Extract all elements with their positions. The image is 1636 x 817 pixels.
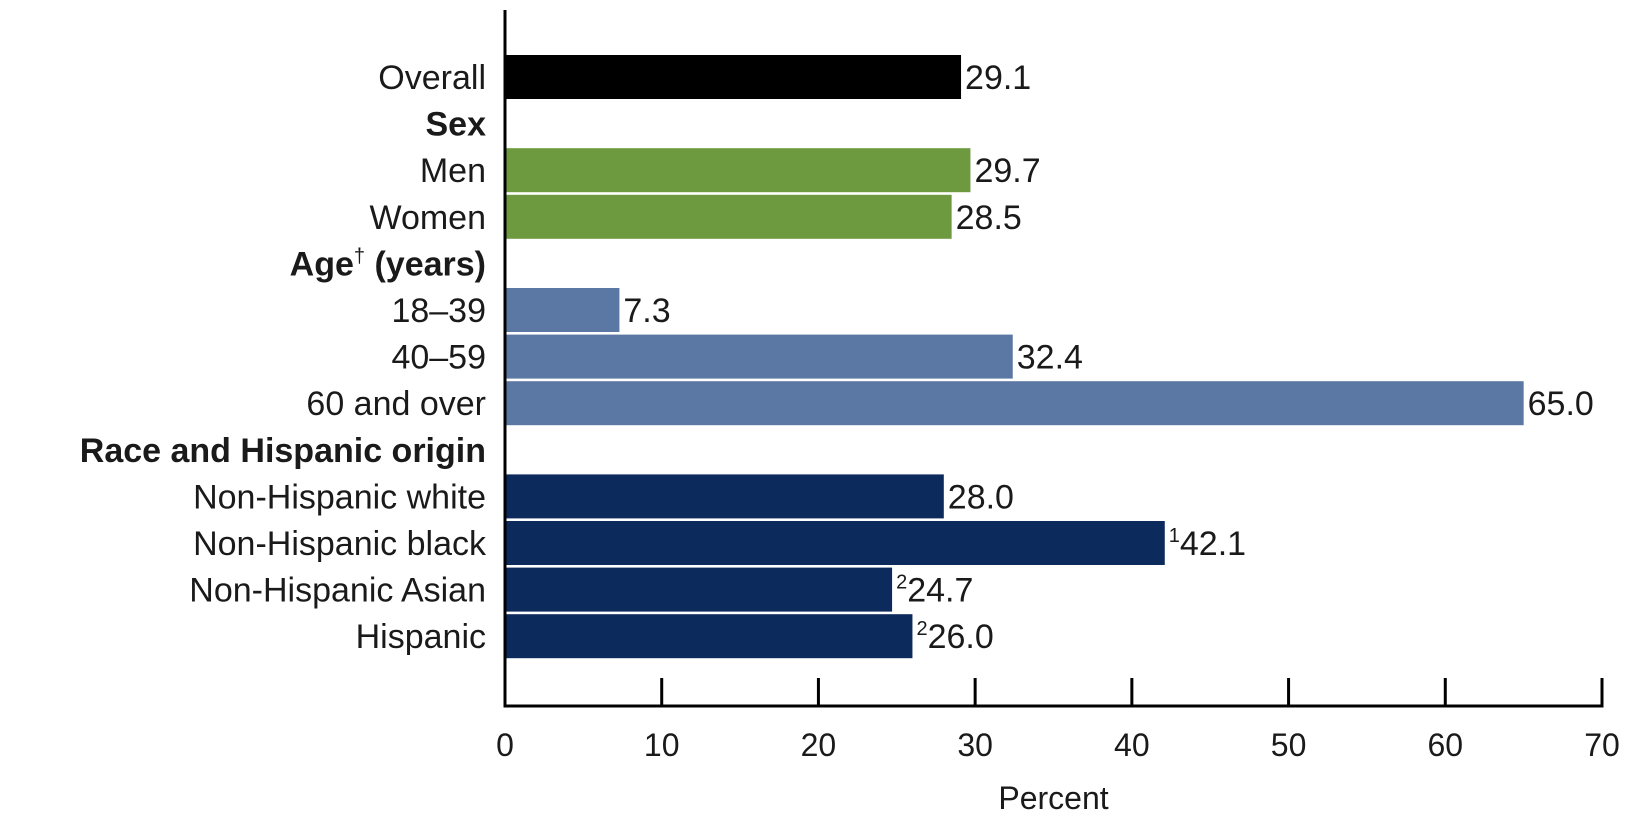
- data-label: 29.1: [965, 59, 1031, 97]
- data-label-value: 24.7: [907, 572, 973, 610]
- bar: [505, 334, 1013, 379]
- group-header: Sex: [426, 106, 487, 144]
- data-label-marker: 1: [1169, 525, 1180, 547]
- category-label: Overall: [378, 59, 486, 97]
- x-tick-label: 70: [1584, 727, 1620, 763]
- x-ticks: 0 10 20 30 40 50 60 70: [496, 678, 1620, 763]
- data-label-value: 29.7: [974, 152, 1040, 190]
- group-header-label: Sex: [426, 106, 487, 144]
- data-label: 7.3: [623, 292, 670, 330]
- bar: [505, 381, 1524, 426]
- x-tick-label: 0: [496, 727, 514, 763]
- category-label: 60 and over: [306, 385, 486, 423]
- x-tick-label: 10: [644, 727, 680, 763]
- data-label-marker: 2: [916, 618, 927, 640]
- bar: [505, 55, 962, 99]
- bar: [505, 288, 620, 332]
- data-label-marker: 2: [896, 572, 907, 594]
- group-header-label: Age: [290, 245, 354, 283]
- data-label-value: 28.0: [948, 478, 1014, 516]
- data-label-value: 28.5: [956, 199, 1022, 237]
- data-label-value: 65.0: [1528, 385, 1594, 423]
- x-tick-label: 50: [1271, 727, 1307, 763]
- category-label: Men: [420, 152, 486, 190]
- data-label: 29.7: [974, 152, 1040, 190]
- axes-layer: [503, 10, 1604, 708]
- category-label: Non-Hispanic black: [193, 525, 487, 563]
- data-label-value: 29.1: [965, 59, 1031, 97]
- data-label: 226.0: [916, 618, 993, 656]
- data-label: 142.1: [1169, 525, 1246, 563]
- group-header-label: Race and Hispanic origin: [80, 432, 486, 470]
- data-label: 32.4: [1017, 339, 1083, 377]
- rows-layer: Overall 29.1 Sex Men 29.7 Women 28.5 Age† (year…: [80, 55, 1594, 659]
- bar: [505, 194, 952, 239]
- category-label: Women: [369, 199, 486, 237]
- data-label: 224.7: [896, 572, 973, 610]
- bar: [505, 521, 1165, 565]
- x-tick-label: 60: [1427, 727, 1463, 763]
- data-label: 28.0: [948, 478, 1014, 516]
- bar: [505, 474, 944, 519]
- bar: [505, 567, 893, 612]
- group-header-suffix: (years): [365, 245, 486, 283]
- x-tick-label: 20: [801, 727, 837, 763]
- bar: [505, 148, 971, 193]
- x-axis-title: Percent: [998, 780, 1108, 816]
- category-label: 40–59: [391, 339, 486, 377]
- category-label: Hispanic: [356, 618, 486, 656]
- group-header: Age† (years): [290, 245, 486, 283]
- x-tick-label: 40: [1114, 727, 1150, 763]
- data-label-value: 32.4: [1017, 339, 1083, 377]
- category-label: 18–39: [391, 292, 486, 330]
- group-header-sup: †: [354, 245, 365, 267]
- data-label-value: 7.3: [623, 292, 670, 330]
- data-label-value: 42.1: [1180, 525, 1246, 563]
- data-label: 65.0: [1528, 385, 1594, 423]
- x-tick-label: 30: [957, 727, 993, 763]
- data-label: 28.5: [956, 199, 1022, 237]
- category-label: Non-Hispanic Asian: [189, 572, 486, 610]
- data-label-value: 26.0: [928, 618, 994, 656]
- bar: [505, 614, 913, 659]
- category-label: Non-Hispanic white: [193, 478, 486, 516]
- group-header: Race and Hispanic origin: [80, 432, 486, 470]
